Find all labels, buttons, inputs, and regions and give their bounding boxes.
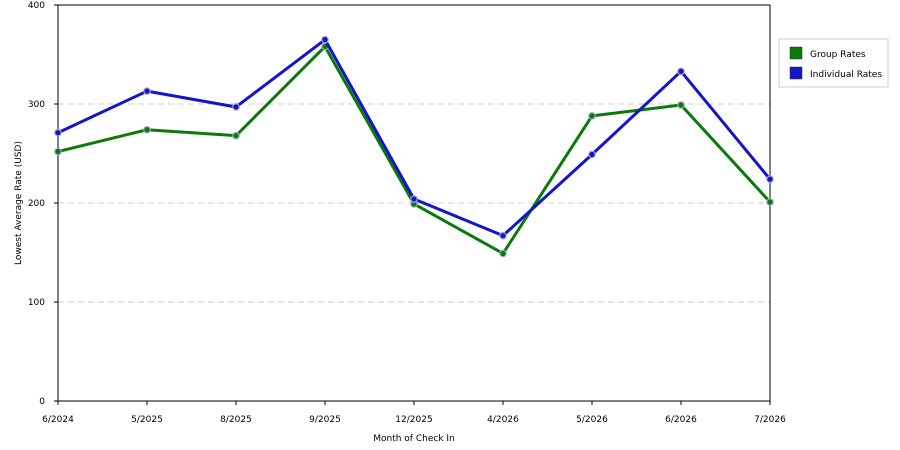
series-layer [54, 35, 774, 258]
data-point [766, 198, 774, 206]
data-point [588, 150, 596, 159]
y-tick-label: 300 [28, 100, 45, 110]
series-line [56, 45, 772, 255]
x-axis-title: Month of Check In [373, 434, 455, 444]
data-point [232, 103, 240, 111]
y-tick-label: 200 [28, 199, 45, 209]
data-point [588, 112, 596, 120]
x-tick-label: 6/2026 [665, 415, 697, 425]
x-tick-label: 12/2025 [395, 415, 432, 425]
legend-label: Group Rates [810, 50, 866, 60]
legend: Group Rates Individual Rates [778, 38, 889, 88]
y-axis-title: Lowest Average Rate (USD) [14, 141, 24, 265]
data-point [410, 195, 418, 203]
ticks-layer: 0 100 200 300 400 6/2024 5/2025 8/2025 9/2025 12/… [28, 1, 786, 425]
y-tick-label: 400 [28, 1, 45, 11]
data-point [54, 128, 62, 137]
data-point [143, 87, 151, 95]
data-point [499, 249, 507, 258]
data-point [232, 131, 240, 140]
y-tick-label: 0 [39, 397, 45, 407]
x-tick-label: 9/2025 [309, 415, 341, 425]
data-point [143, 125, 151, 134]
x-tick-label: 8/2025 [220, 415, 252, 425]
x-tick-label: 5/2026 [576, 415, 608, 425]
legend-swatch [789, 46, 803, 60]
x-tick-label: 5/2025 [131, 415, 163, 425]
data-point [677, 101, 685, 109]
data-point [54, 147, 62, 156]
legend-label: Individual Rates [810, 70, 882, 80]
x-tick-label: 4/2026 [487, 415, 519, 425]
data-point [677, 67, 685, 76]
x-tick-label: 6/2024 [42, 415, 74, 425]
data-point [499, 231, 507, 240]
x-tick-label: 7/2026 [754, 415, 786, 425]
data-point [321, 35, 329, 44]
legend-swatch [789, 66, 803, 80]
data-point [766, 175, 774, 184]
y-tick-label: 100 [28, 298, 45, 308]
